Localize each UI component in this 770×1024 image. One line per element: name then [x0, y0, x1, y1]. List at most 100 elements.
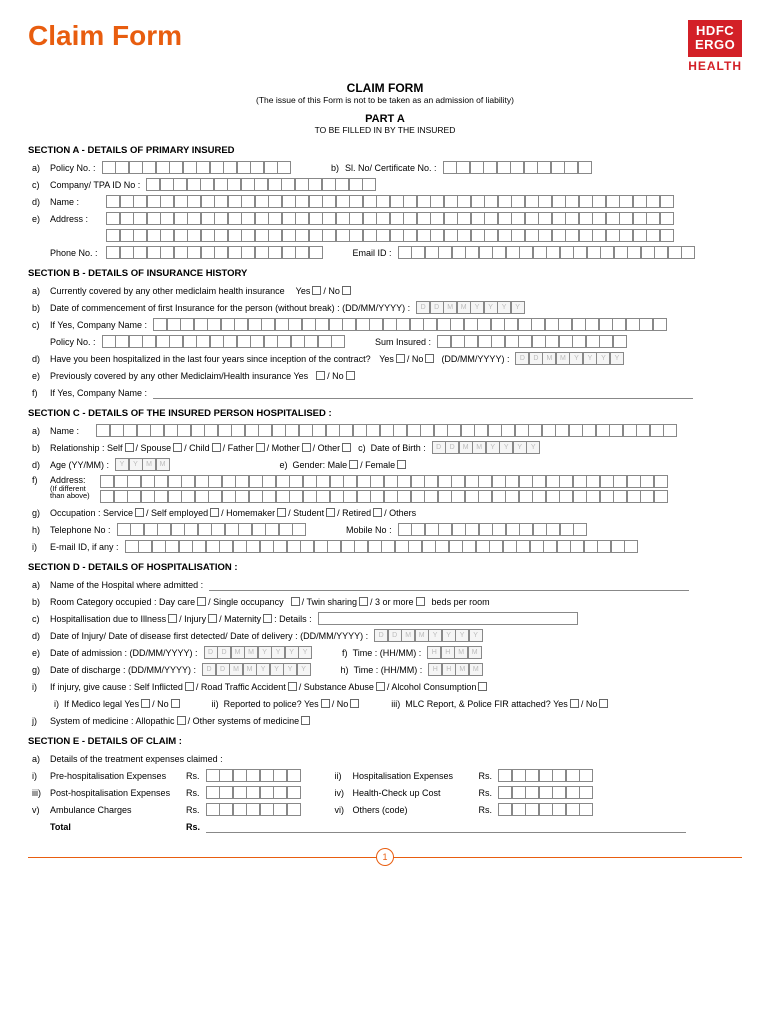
form-header: CLAIM FORM (The issue of this Form is no…	[28, 81, 742, 135]
phone-boxes[interactable]	[106, 246, 323, 259]
rs-iv[interactable]	[498, 786, 593, 799]
cb-no[interactable]	[342, 286, 351, 295]
row-b-a: a) Currently covered by any other medicl…	[28, 284, 742, 298]
row-c-rel: b) Relationship : Self / Spouse / Child …	[28, 441, 742, 455]
row-d-a: a) Name of the Hospital where admitted :	[28, 578, 742, 592]
tpa-boxes[interactable]	[146, 178, 376, 191]
cb-yes[interactable]	[312, 286, 321, 295]
adm-time[interactable]: HHMM	[427, 646, 482, 659]
rs-i[interactable]	[206, 769, 301, 782]
row-d-j: j) System of medicine : Allopathic / Oth…	[28, 714, 742, 728]
logo-box: HDFC ERGO	[688, 20, 742, 57]
lbl-e: e)	[28, 214, 50, 224]
row-b-policy: Policy No. : Sum Insured :	[28, 335, 742, 349]
name-boxes-c[interactable]	[96, 424, 677, 437]
policy-boxes-b[interactable]	[102, 335, 346, 348]
row-name-a: d) Name :	[28, 195, 742, 209]
part-title: PART A	[28, 113, 742, 125]
adm-date[interactable]: DDMMYYYY	[204, 646, 313, 659]
row-c-name: a) Name :	[28, 424, 742, 438]
company-boxes[interactable]	[153, 318, 667, 331]
lbl-b: b)	[331, 163, 339, 173]
row-b-f: f) If Yes, Company Name :	[28, 386, 742, 400]
lbl-address: Address :	[50, 214, 100, 224]
row-d-b: b) Room Category occupied : Day care / S…	[28, 595, 742, 609]
row-tpa: c) Company/ TPA ID No :	[28, 178, 742, 192]
section-b-header: SECTION B - DETAILS OF INSURANCE HISTORY	[28, 268, 742, 279]
lbl-phone: Phone No. :	[50, 248, 100, 258]
lbl-tpa: Company/ TPA ID No :	[50, 180, 140, 190]
rs-v[interactable]	[206, 803, 301, 816]
mob-boxes[interactable]	[398, 523, 588, 536]
policy-boxes[interactable]	[102, 161, 292, 174]
row-d-d: d) Date of Injury/ Date of disease first…	[28, 629, 742, 643]
row-b-e: e) Previously covered by any other Medic…	[28, 369, 742, 383]
age-boxes[interactable]: YYMM	[115, 458, 170, 471]
row-policy: a) Policy No. : b) Sl. No/ Certificate N…	[28, 161, 742, 175]
details-box[interactable]	[318, 612, 578, 625]
row-phone-a: Phone No. : Email ID :	[28, 246, 742, 260]
row-c-addr1: f) Address: (If different than above)	[28, 475, 742, 503]
lbl-c: c)	[28, 180, 50, 190]
fill-note: TO BE FILLED IN BY THE INSURED	[28, 125, 742, 135]
rs-vi[interactable]	[498, 803, 593, 816]
rs-iii[interactable]	[206, 786, 301, 799]
injury-date[interactable]: DDMMYYYY	[374, 629, 483, 642]
page-number: 1	[376, 848, 394, 866]
section-e-header: SECTION E - DETAILS OF CLAIM :	[28, 736, 742, 747]
rs-ii[interactable]	[498, 769, 593, 782]
lbl-policy: Policy No. :	[50, 163, 96, 173]
section-c-header: SECTION C - DETAILS OF THE INSURED PERSO…	[28, 408, 742, 419]
logo: HDFC ERGO HEALTH	[688, 20, 742, 73]
row-c-email: i) E-mail ID, if any :	[28, 540, 742, 554]
row-e-a: a) Details of the treatment expenses cla…	[28, 752, 742, 766]
tel-boxes[interactable]	[117, 523, 307, 536]
row-d-g: g) Date of discharge : (DD/MM/YYYY) : DD…	[28, 663, 742, 677]
row-addr-a1: e) Address :	[28, 212, 742, 226]
logo-line2: ERGO	[694, 38, 736, 52]
addr-boxes1[interactable]	[106, 212, 674, 225]
row-d-i: i) If injury, give cause : Self Inflicte…	[28, 680, 742, 694]
lbl-name: Name :	[50, 197, 100, 207]
main-title: Claim Form	[28, 20, 182, 52]
section-d-header: SECTION D - DETAILS OF HOSPITALISATION :	[28, 562, 742, 573]
lbl-d: d)	[28, 197, 50, 207]
logo-line1: HDFC	[694, 24, 736, 38]
row-d-i-sub: i) If Medico legal Yes / No ii) Reported…	[28, 697, 742, 711]
addr-c1[interactable]	[100, 475, 668, 488]
row-e-total: Total Rs.	[28, 820, 742, 834]
logo-health: HEALTH	[688, 59, 742, 73]
subtitle: (The issue of this Form is not to be tak…	[28, 95, 742, 105]
email-boxes-c[interactable]	[125, 540, 639, 553]
date-boxes-b[interactable]: DDMMYYYY	[416, 301, 525, 314]
lbl-a: a)	[28, 163, 50, 173]
sum-boxes[interactable]	[437, 335, 627, 348]
dis-date[interactable]: DDMMYYYY	[202, 663, 311, 676]
hospital-line[interactable]	[209, 579, 689, 591]
total-line[interactable]	[206, 821, 686, 833]
row-b-c: c) If Yes, Company Name :	[28, 318, 742, 332]
dis-time[interactable]: HHMM	[428, 663, 483, 676]
row-e-v: v) Ambulance Charges Rs. vi) Others (cod…	[28, 803, 742, 817]
name-boxes[interactable]	[106, 195, 674, 208]
date-boxes-d[interactable]: DDMMYYYY	[515, 352, 624, 365]
row-b-b: b) Date of commencement of first Insuran…	[28, 301, 742, 315]
row-b-d: d) Have you been hospitalized in the las…	[28, 352, 742, 366]
row-e-iii: iii) Post-hospitalisation Expenses Rs. i…	[28, 786, 742, 800]
row-d-e: e) Date of admission : (DD/MM/YYYY) : DD…	[28, 646, 742, 660]
row-e-i: i) Pre-hospitalisation Expenses Rs. ii) …	[28, 769, 742, 783]
email-boxes[interactable]	[398, 246, 696, 259]
row-d-c: c) Hospitallisation due to Illness / Inj…	[28, 612, 742, 626]
dob-boxes[interactable]: DDMMYYYY	[432, 441, 541, 454]
company-line[interactable]	[153, 387, 693, 399]
row-c-occ: g) Occupation : Service / Self employed …	[28, 506, 742, 520]
page-footer: 1	[28, 848, 742, 866]
lbl-email: Email ID :	[353, 248, 392, 258]
lbl-slno: Sl. No/ Certificate No. :	[345, 163, 437, 173]
form-title: CLAIM FORM	[28, 81, 742, 95]
section-a-header: SECTION A - DETAILS OF PRIMARY INSURED	[28, 145, 742, 156]
slno-boxes[interactable]	[443, 161, 592, 174]
addr-c2[interactable]	[100, 490, 668, 503]
addr-boxes2[interactable]	[106, 229, 674, 242]
row-c-tel: h) Telephone No : Mobile No :	[28, 523, 742, 537]
